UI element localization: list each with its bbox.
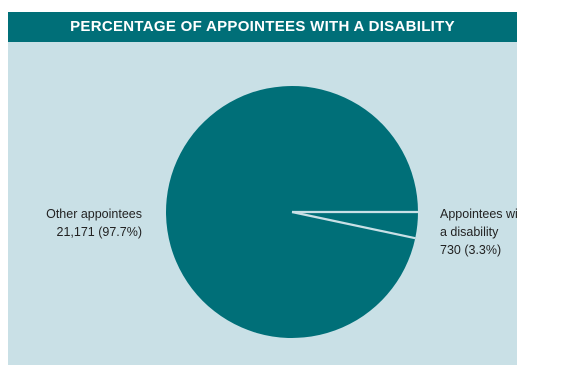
slice-label-line: a disability [440, 225, 499, 239]
chart-panel: PERCENTAGE OF APPOINTEES WITH A DISABILI… [8, 12, 517, 365]
slice-label-line: 21,171 (97.7%) [57, 225, 142, 239]
pie-chart: Appointees with a disability 730 (3.3%) Oth… [46, 86, 517, 339]
slice-label-line: 730 (3.3%) [440, 243, 501, 257]
slice-label-1: Other appointees 21,171 (97.7%) [46, 207, 142, 239]
slice-label-line: Other appointees [46, 207, 142, 221]
slice-label-0: Appointees with a disability 730 (3.3%) [440, 207, 517, 257]
slice-divider-1 [291, 210, 416, 240]
slice-label-line: Appointees with [440, 207, 517, 221]
chart-title: PERCENTAGE OF APPOINTEES WITH A DISABILI… [8, 12, 517, 42]
